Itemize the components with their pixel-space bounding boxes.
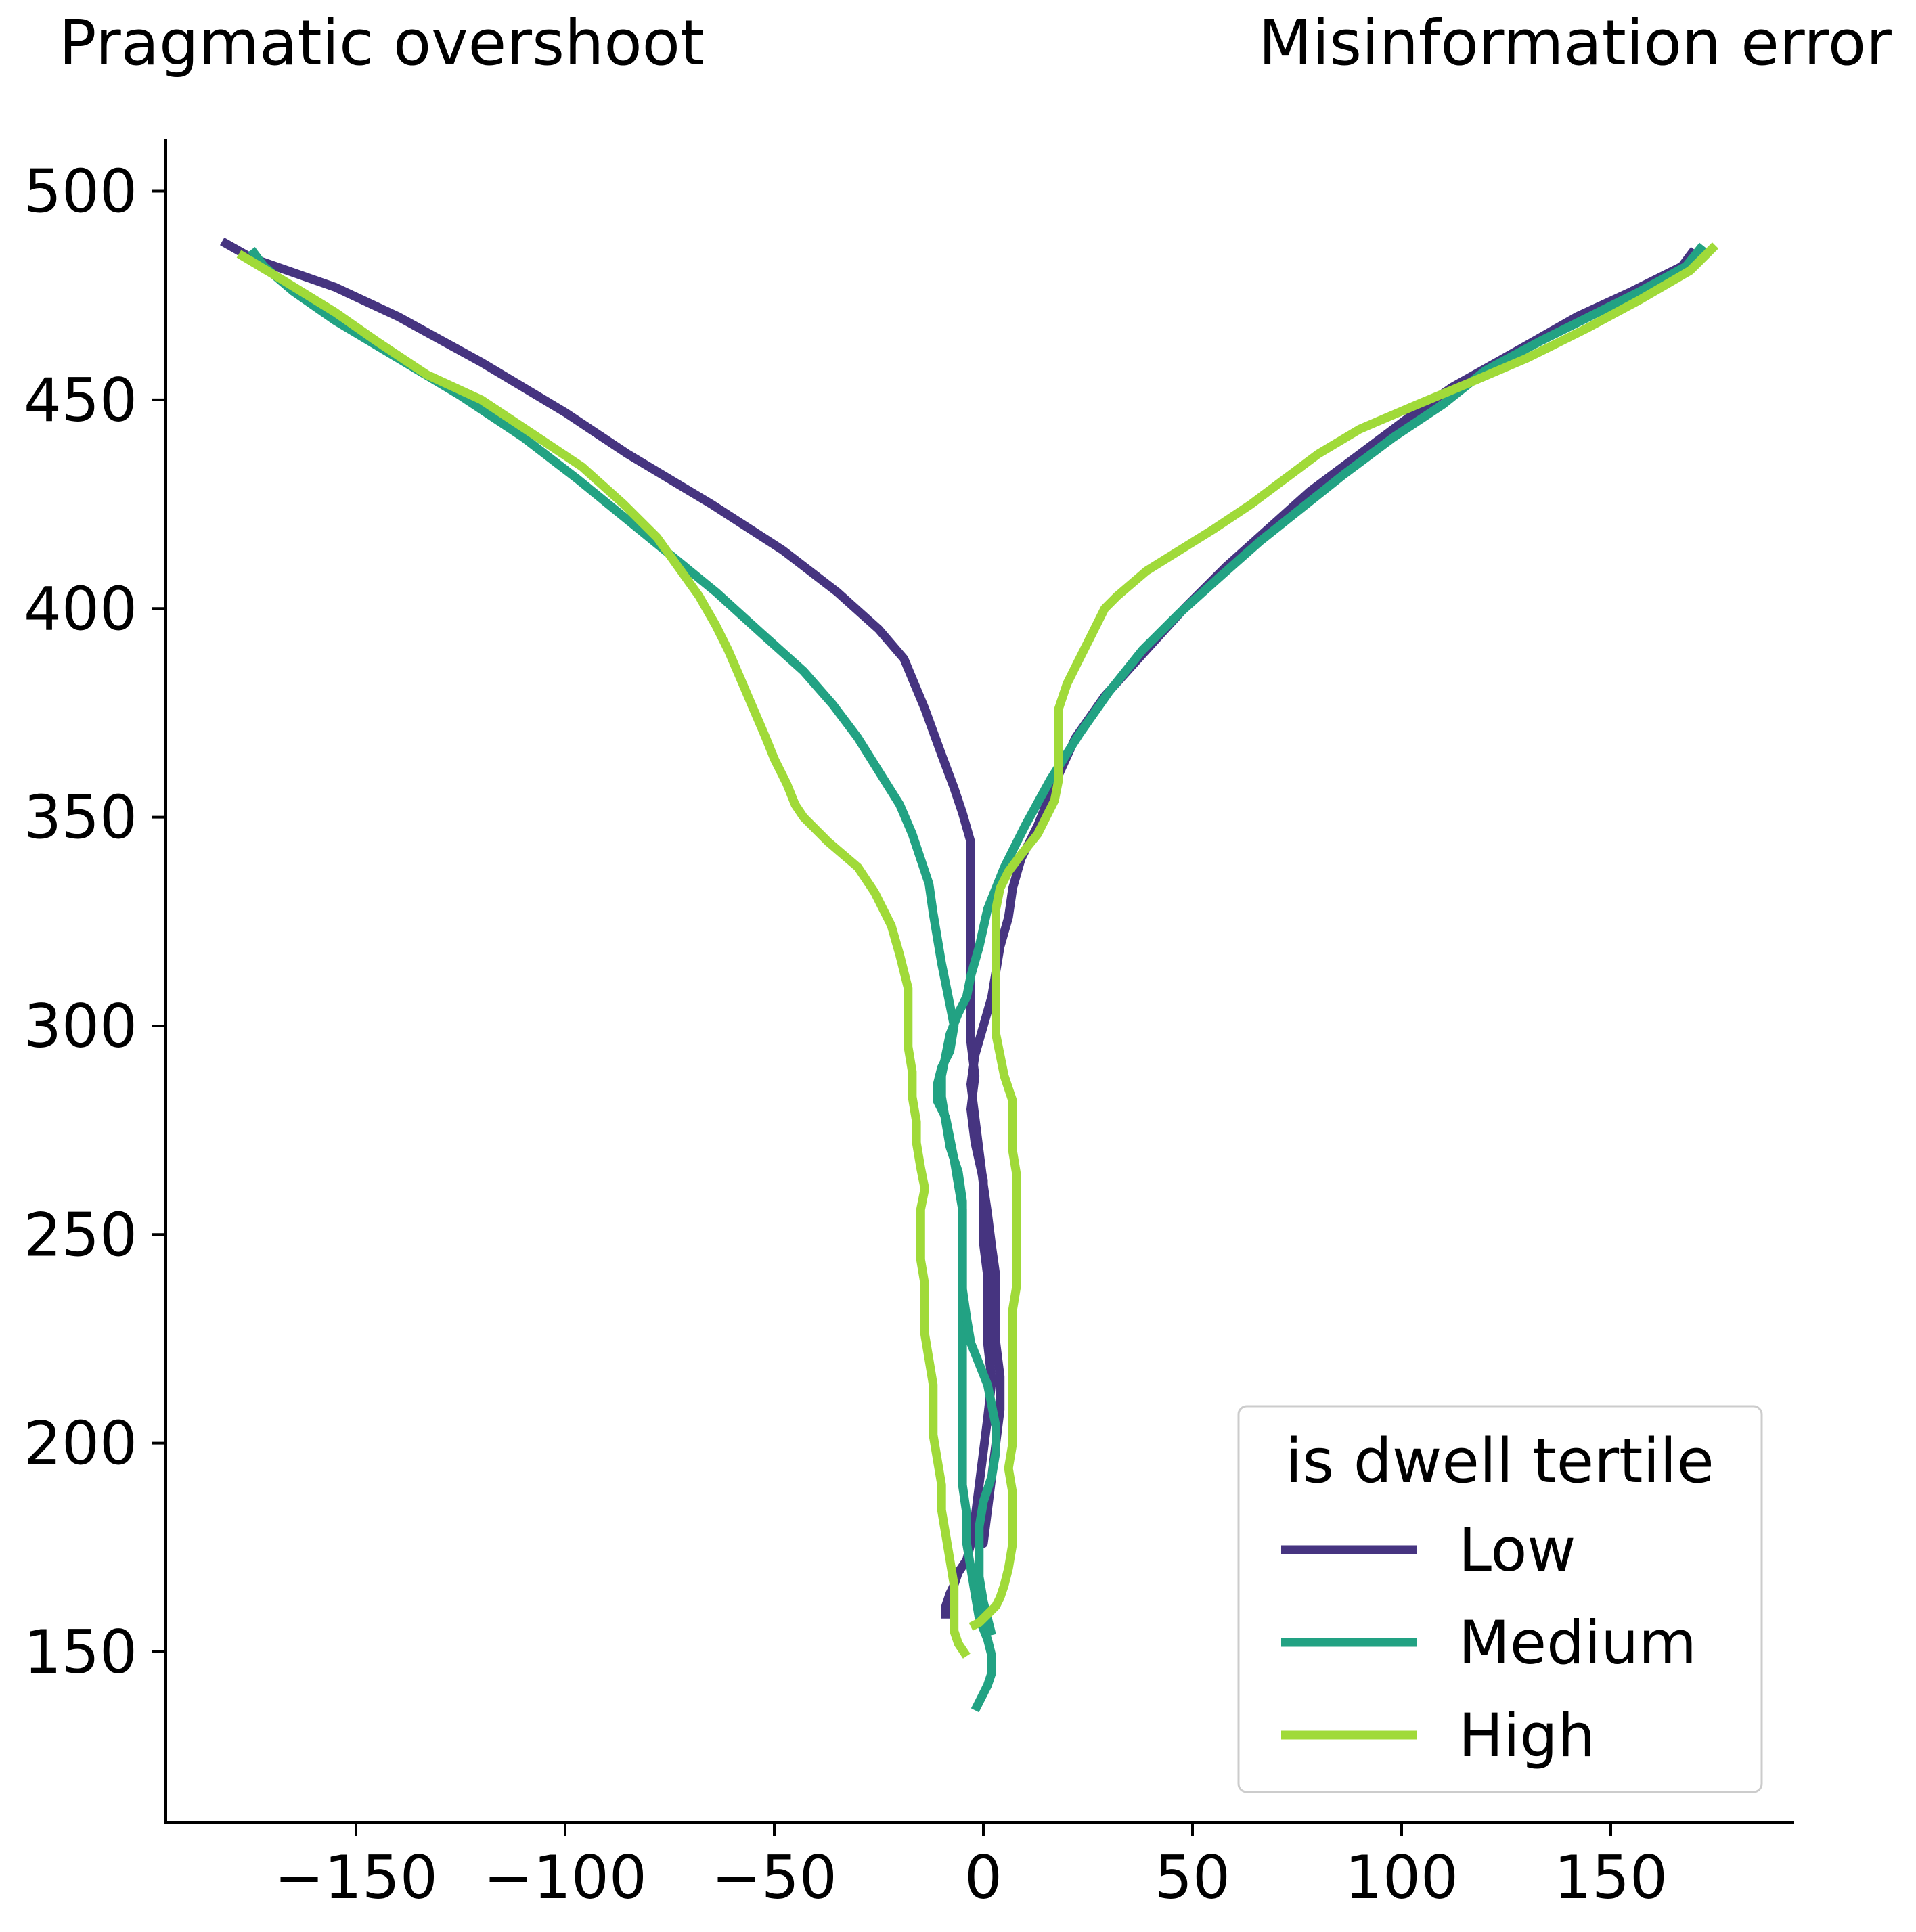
series-line-high-left: [236, 250, 971, 1659]
series-line-low-left: [219, 237, 996, 1619]
x-tick-label: −150: [274, 1843, 438, 1912]
y-axis-ticks: 150 200 250 300 350 400 450 500: [24, 157, 166, 1687]
y-tick-label: 250: [24, 1200, 137, 1270]
y-tick-label: 300: [24, 991, 137, 1061]
legend-items: Low Medium High: [1281, 1515, 1697, 1770]
legend-title: is dwell tertile: [1285, 1426, 1714, 1497]
x-tick-label: −100: [483, 1843, 647, 1912]
x-tick-label: 0: [964, 1843, 1002, 1912]
legend: is dwell tertile Low Medium High: [1237, 1405, 1763, 1793]
annotation-left: Pragmatic overshoot: [59, 7, 705, 79]
x-tick-label: −50: [711, 1843, 837, 1912]
x-tick-label: 100: [1345, 1843, 1458, 1912]
y-tick-label: 500: [24, 157, 137, 227]
y-tick-label: 150: [24, 1617, 137, 1687]
x-axis-ticks: −150 −100 −50 0 50 100 150: [274, 1822, 1668, 1912]
y-tick-label: 200: [24, 1409, 137, 1479]
legend-frame: [1237, 1405, 1763, 1793]
series-line-medium-left: [248, 247, 996, 1713]
annotation-right: Misinformation error: [1258, 7, 1892, 79]
series-line-medium-right: [937, 242, 1707, 1636]
y-tick-label: 450: [24, 365, 137, 435]
y-tick-label: 400: [24, 574, 137, 644]
x-tick-label: 150: [1554, 1843, 1668, 1912]
x-tick-label: 50: [1155, 1843, 1230, 1912]
legend-label-high: High: [1458, 1701, 1595, 1770]
plot-lines: [219, 237, 1719, 1713]
series-line-high-right: [968, 242, 1719, 1631]
y-tick-label: 350: [24, 783, 137, 853]
legend-label-medium: Medium: [1458, 1608, 1697, 1678]
legend-label-low: Low: [1458, 1515, 1576, 1585]
